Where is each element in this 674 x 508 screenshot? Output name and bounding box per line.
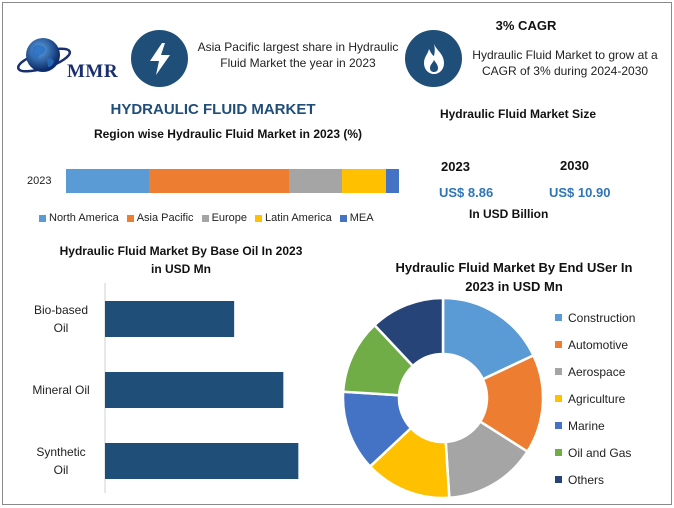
legend-swatch [339, 214, 347, 222]
legend-swatch [555, 314, 562, 321]
legend-label: Automotive [568, 337, 629, 352]
legend-swatch [126, 214, 134, 222]
legend-label: Oil and Gas [568, 445, 632, 460]
stacked-segment-mea [385, 169, 399, 193]
legend-label: Europe [211, 212, 248, 224]
legend-item: Automotive [555, 331, 635, 358]
region-legend: North America Asia Pacific Europe Latin Ame… [39, 212, 374, 224]
bar-bio-based-oil [105, 301, 235, 337]
end-user-chart-title: Hydraulic Fluid Market By End USer In 20… [395, 260, 633, 294]
legend-item: MEA [339, 212, 374, 224]
end-user-donut-chart [341, 296, 545, 500]
legend-item: Others [555, 466, 635, 493]
cagr-title: 3% CAGR [495, 18, 557, 33]
cagr-fact: Hydraulic Fluid Market to grow at a CAGR… [472, 48, 658, 78]
legend-item: North America [39, 212, 119, 224]
region-stacked-bar [66, 169, 399, 193]
market-size-year-2030: 2030 [560, 158, 589, 173]
stacked-bar-category-label: 2023 [27, 175, 52, 187]
legend-label: Latin America [265, 212, 332, 224]
base-oil-bar-chart: Bio-based Oil Mineral Oil Synthetic Oil [32, 283, 299, 493]
legend-swatch [39, 214, 46, 222]
globe-icon [16, 38, 72, 73]
lightning-bolt-icon [131, 30, 188, 87]
market-size-year-2023: 2023 [441, 159, 470, 174]
region-chart-title: Region wise Hydraulic Fluid Market in 20… [93, 127, 363, 141]
stacked-segment-europe [289, 169, 343, 193]
legend-label: Asia Pacific [136, 212, 194, 224]
legend-label: Agriculture [568, 391, 626, 406]
legend-swatch [201, 214, 209, 222]
market-size-unit: In USD Billion [469, 207, 549, 221]
stacked-segment-asia-pacific [149, 169, 290, 193]
legend-item: Agriculture [555, 385, 635, 412]
legend-label: Others [568, 472, 605, 487]
market-size-value-2030: US$ 10.90 [549, 185, 611, 200]
donut-slice-others [372, 296, 445, 368]
bar-category-label: Synthetic Oil [36, 445, 85, 477]
legend-item: Asia Pacific [126, 212, 194, 224]
bar-synthetic-oil [105, 443, 299, 479]
bar-mineral-oil [105, 372, 284, 408]
legend-item: Latin America [255, 212, 332, 224]
legend-swatch [555, 476, 562, 483]
legend-swatch [555, 449, 562, 456]
asia-pacific-fact: Asia Pacific largest share in Hydraulic … [197, 40, 399, 70]
flame-icon [405, 30, 462, 87]
legend-swatch [555, 341, 562, 348]
legend-label: MEA [349, 212, 374, 224]
bar-category-label: Mineral Oil [32, 383, 89, 397]
stacked-segment-north-america [66, 169, 150, 193]
legend-label: Marine [568, 418, 605, 433]
stacked-segment-latin-america [342, 169, 386, 193]
market-size-title: Hydraulic Fluid Market Size [439, 107, 597, 121]
main-title: HYDRAULIC FLUID MARKET [110, 101, 316, 118]
legend-label: Aerospace [568, 364, 626, 379]
mmr-logo [15, 33, 131, 85]
legend-item: Construction [555, 304, 635, 331]
legend-item: Marine [555, 412, 635, 439]
legend-item: Oil and Gas [555, 439, 635, 466]
bar-category-label: Bio-based Oil [34, 303, 88, 335]
legend-label: Construction [568, 310, 636, 325]
market-size-value-2023: US$ 8.86 [439, 185, 494, 200]
legend-swatch [255, 214, 263, 222]
legend-item: Europe [201, 212, 248, 224]
legend-swatch [555, 368, 562, 375]
legend-item: Aerospace [555, 358, 635, 385]
base-oil-chart-title: Hydraulic Fluid Market By Base Oil In 20… [59, 244, 303, 276]
legend-swatch [555, 422, 562, 429]
end-user-legend: Construction Automotive Aerospace Agricultu… [555, 304, 635, 493]
legend-label: North America [49, 212, 119, 224]
legend-swatch [555, 395, 562, 402]
logo-text: MMR [67, 61, 119, 82]
